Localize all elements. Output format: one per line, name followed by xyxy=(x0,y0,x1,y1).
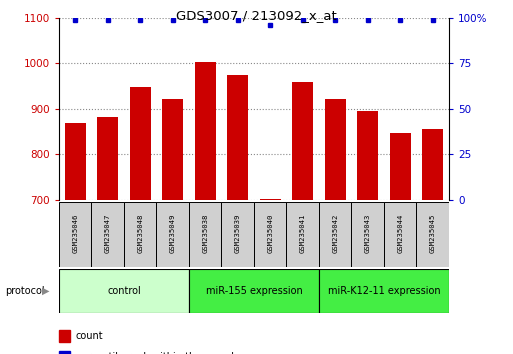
Bar xyxy=(162,99,183,200)
FancyBboxPatch shape xyxy=(417,202,449,267)
FancyBboxPatch shape xyxy=(59,202,91,267)
FancyBboxPatch shape xyxy=(222,202,254,267)
Text: GSM235038: GSM235038 xyxy=(202,213,208,253)
Bar xyxy=(130,87,151,200)
Text: GSM235040: GSM235040 xyxy=(267,213,273,253)
Bar xyxy=(389,132,411,200)
Text: GSM235047: GSM235047 xyxy=(105,213,111,253)
FancyBboxPatch shape xyxy=(286,202,319,267)
Bar xyxy=(325,99,346,200)
FancyBboxPatch shape xyxy=(189,202,222,267)
Bar xyxy=(97,117,119,200)
FancyBboxPatch shape xyxy=(351,202,384,267)
Bar xyxy=(260,199,281,200)
Text: GSM235044: GSM235044 xyxy=(397,213,403,253)
Text: count: count xyxy=(75,331,103,341)
Text: ▶: ▶ xyxy=(43,286,50,296)
Text: GSM235048: GSM235048 xyxy=(137,213,143,253)
FancyBboxPatch shape xyxy=(384,202,417,267)
FancyBboxPatch shape xyxy=(91,202,124,267)
Text: GSM235042: GSM235042 xyxy=(332,213,338,253)
Bar xyxy=(194,62,216,200)
Text: control: control xyxy=(107,286,141,296)
Text: GSM235045: GSM235045 xyxy=(429,213,436,253)
Text: GSM235043: GSM235043 xyxy=(365,213,371,253)
FancyBboxPatch shape xyxy=(319,269,449,313)
Bar xyxy=(292,82,313,200)
Bar xyxy=(65,124,86,200)
FancyBboxPatch shape xyxy=(59,269,189,313)
FancyBboxPatch shape xyxy=(189,269,319,313)
Bar xyxy=(422,129,443,200)
FancyBboxPatch shape xyxy=(124,202,156,267)
FancyBboxPatch shape xyxy=(319,202,351,267)
FancyBboxPatch shape xyxy=(156,202,189,267)
Bar xyxy=(59,330,70,342)
Text: GSM235039: GSM235039 xyxy=(234,213,241,253)
Bar xyxy=(227,75,248,200)
Text: GSM235046: GSM235046 xyxy=(72,213,78,253)
Text: GSM235049: GSM235049 xyxy=(170,213,176,253)
FancyBboxPatch shape xyxy=(254,202,286,267)
Bar xyxy=(357,111,378,200)
Text: percentile rank within the sample: percentile rank within the sample xyxy=(75,352,241,354)
Bar xyxy=(59,351,70,354)
Text: GDS3007 / 213092_x_at: GDS3007 / 213092_x_at xyxy=(176,9,337,22)
Text: miR-155 expression: miR-155 expression xyxy=(206,286,302,296)
Text: GSM235041: GSM235041 xyxy=(300,213,306,253)
Text: protocol: protocol xyxy=(5,286,45,296)
Text: miR-K12-11 expression: miR-K12-11 expression xyxy=(328,286,440,296)
